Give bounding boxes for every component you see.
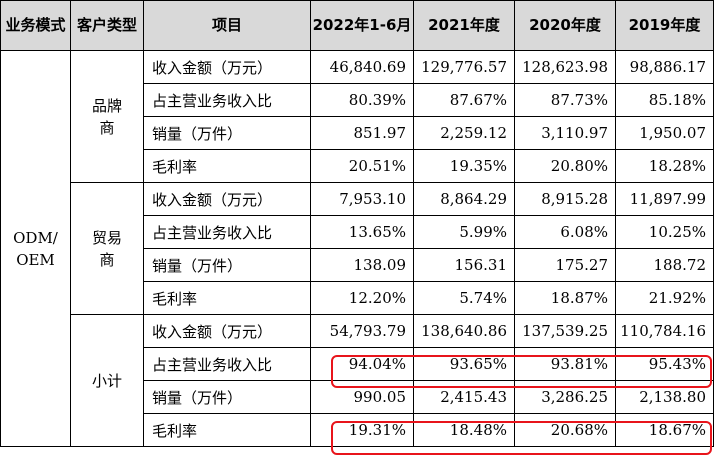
item-cell: 收入金额（万元）: [143, 50, 311, 84]
value-cell: 138,640.86: [413, 314, 515, 348]
header-year: 2019年度: [615, 0, 714, 51]
value-cell: 98,886.17: [615, 50, 714, 84]
item-cell: 销量（万件）: [143, 380, 311, 414]
customer-type-cell: 品牌商: [70, 50, 144, 183]
value-cell: 5.74%: [413, 281, 515, 315]
table-row: 占主营业务收入比 80.39% 87.67% 87.73% 85.18%: [1, 83, 714, 117]
item-cell: 收入金额（万元）: [143, 182, 311, 216]
value-cell: 851.97: [310, 116, 414, 150]
value-cell: 5.99%: [413, 215, 515, 249]
value-cell: 87.67%: [413, 83, 515, 117]
header-year: 2022年1-6月: [310, 0, 414, 51]
value-cell: 95.43%: [615, 347, 714, 381]
item-cell: 占主营业务收入比: [143, 215, 311, 249]
header-item: 项目: [143, 0, 311, 51]
value-cell: 2,138.80: [615, 380, 714, 414]
value-cell: 1,950.07: [615, 116, 714, 150]
value-cell: 87.73%: [514, 83, 616, 117]
table-row: 销量（万件） 990.05 2,415.43 3,286.25 2,138.80: [1, 380, 714, 414]
value-cell: 93.81%: [514, 347, 616, 381]
value-cell: 20.51%: [310, 149, 414, 183]
value-cell: 93.65%: [413, 347, 515, 381]
value-cell: 13.65%: [310, 215, 414, 249]
customer-type-cell: 贸易商: [70, 182, 144, 315]
value-cell: 8,915.28: [514, 182, 616, 216]
value-cell: 18.48%: [413, 413, 515, 447]
value-cell: 21.92%: [615, 281, 714, 315]
value-cell: 18.87%: [514, 281, 616, 315]
item-cell: 占主营业务收入比: [143, 347, 311, 381]
value-cell: 18.67%: [615, 413, 714, 447]
value-cell: 54,793.79: [310, 314, 414, 348]
value-cell: 20.68%: [514, 413, 616, 447]
value-cell: 20.80%: [514, 149, 616, 183]
value-cell: 94.04%: [310, 347, 414, 381]
table-row: 贸易商 收入金额（万元） 7,953.10 8,864.29 8,915.28 11,89…: [1, 182, 714, 315]
table-row: 毛利率 12.20% 5.74% 18.87% 21.92%: [1, 281, 714, 315]
customer-type-cell: 小计: [70, 314, 144, 447]
item-cell: 毛利率: [143, 281, 311, 315]
value-cell: 137,539.25: [514, 314, 616, 348]
value-cell: 18.28%: [615, 149, 714, 183]
value-cell: 8,864.29: [413, 182, 515, 216]
value-cell: 19.31%: [310, 413, 414, 447]
customer-type-label: 贸易商: [91, 228, 122, 269]
header-customer-type: 客户类型: [70, 0, 144, 51]
header-year: 2020年度: [514, 0, 616, 51]
item-cell: 毛利率: [143, 149, 311, 183]
value-cell: 80.39%: [310, 83, 414, 117]
customer-type-label: 小计: [91, 371, 122, 390]
value-cell: 10.25%: [615, 215, 714, 249]
value-cell: 156.31: [413, 248, 515, 282]
header-business-mode: 业务模式: [0, 0, 71, 51]
item-cell: 销量（万件）: [143, 248, 311, 282]
table-row: 销量（万件） 851.97 2,259.12 3,110.97 1,950.07: [1, 116, 714, 150]
value-cell: 7,953.10: [310, 182, 414, 216]
value-cell: 175.27: [514, 248, 616, 282]
value-cell: 3,110.97: [514, 116, 616, 150]
table-row: 占主营业务收入比 13.65% 5.99% 6.08% 10.25%: [1, 215, 714, 249]
value-cell: 11,897.99: [615, 182, 714, 216]
table-row: ODM/ OEM 品牌商 收入金额（万元） 46,840.69 129,776.57 12…: [0, 50, 714, 447]
table-row: 小计 收入金额（万元） 54,793.79 138,640.86 137,539.25 1…: [1, 314, 714, 447]
value-cell: 129,776.57: [413, 50, 515, 84]
header-year: 2021年度: [413, 0, 515, 51]
value-cell: 46,840.69: [310, 50, 414, 84]
table-row: 销量（万件） 138.09 156.31 175.27 188.72: [1, 248, 714, 282]
item-cell: 收入金额（万元）: [143, 314, 311, 348]
value-cell: 110,784.16: [615, 314, 714, 348]
value-cell: 2,259.12: [413, 116, 515, 150]
value-cell: 990.05: [310, 380, 414, 414]
value-cell: 188.72: [615, 248, 714, 282]
value-cell: 3,286.25: [514, 380, 616, 414]
business-mode-cell: ODM/ OEM: [0, 50, 71, 447]
header-row: 业务模式 客户类型 项目 2022年1-6月 2021年度 2020年度 201…: [0, 0, 714, 51]
table-row: 毛利率 19.31% 18.48% 20.68% 18.67%: [1, 413, 714, 447]
value-cell: 2,415.43: [413, 380, 515, 414]
value-cell: 12.20%: [310, 281, 414, 315]
value-cell: 138.09: [310, 248, 414, 282]
table-row: 毛利率 20.51% 19.35% 20.80% 18.28%: [1, 149, 714, 183]
value-cell: 128,623.98: [514, 50, 616, 84]
item-cell: 销量（万件）: [143, 116, 311, 150]
value-cell: 85.18%: [615, 83, 714, 117]
item-cell: 毛利率: [143, 413, 311, 447]
value-cell: 6.08%: [514, 215, 616, 249]
value-cell: 19.35%: [413, 149, 515, 183]
item-cell: 占主营业务收入比: [143, 83, 311, 117]
customer-type-label: 品牌商: [91, 96, 122, 137]
